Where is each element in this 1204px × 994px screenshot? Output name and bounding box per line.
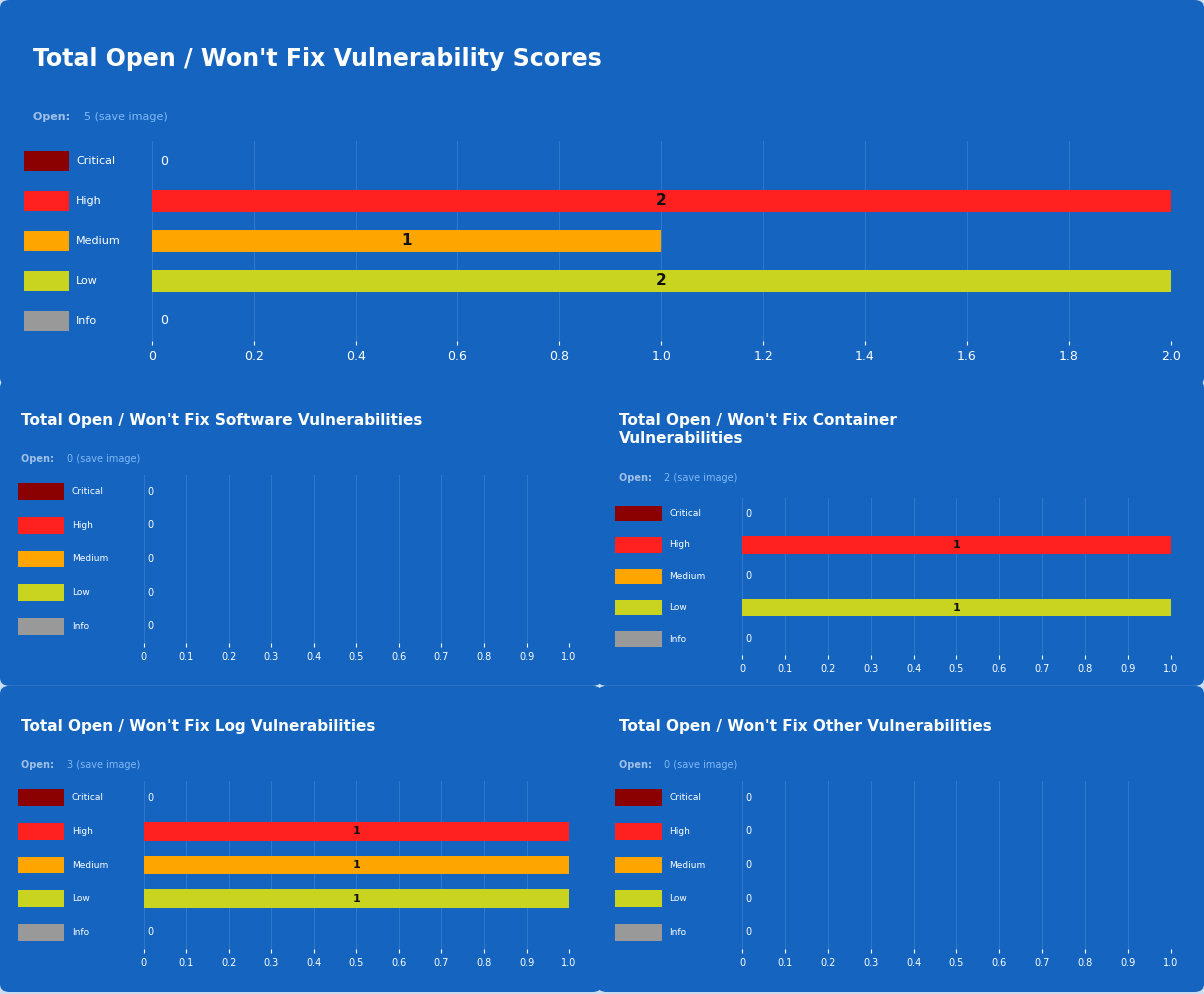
Text: Info: Info	[76, 316, 98, 326]
Text: 0 (save image): 0 (save image)	[67, 454, 141, 464]
Text: Low: Low	[669, 603, 687, 612]
Text: Total Open / Won't Fix Other Vulnerabilities: Total Open / Won't Fix Other Vulnerabili…	[619, 720, 991, 735]
Text: Open:: Open:	[619, 760, 655, 770]
Bar	[152, 190, 1170, 212]
Text: 0: 0	[745, 927, 751, 937]
Text: 0: 0	[147, 793, 153, 803]
Bar	[143, 822, 569, 841]
Text: Medium: Medium	[72, 861, 108, 870]
Text: Critical: Critical	[72, 487, 104, 496]
Text: Critical: Critical	[72, 793, 104, 802]
Bar	[143, 890, 569, 908]
Text: 0: 0	[147, 587, 153, 597]
Text: 0 (save image): 0 (save image)	[665, 760, 738, 770]
Text: Info: Info	[669, 634, 686, 643]
Text: 0: 0	[147, 554, 153, 564]
Text: 0: 0	[160, 314, 167, 327]
Text: 1: 1	[401, 234, 412, 248]
Text: 1: 1	[952, 602, 961, 612]
Text: 0: 0	[160, 154, 167, 168]
Text: 0: 0	[147, 927, 153, 937]
Text: 1: 1	[353, 826, 360, 836]
Text: 0: 0	[745, 860, 751, 870]
Text: Low: Low	[76, 276, 98, 286]
Text: Total Open / Won't Fix Software Vulnerabilities: Total Open / Won't Fix Software Vulnerab…	[22, 414, 423, 428]
Text: High: High	[76, 196, 101, 206]
Bar	[742, 537, 1170, 554]
Text: 0: 0	[147, 520, 153, 530]
Text: High: High	[669, 541, 690, 550]
Text: Medium: Medium	[76, 236, 120, 246]
Text: Open:: Open:	[22, 454, 58, 464]
Text: Total Open / Won't Fix Container
Vulnerabilities: Total Open / Won't Fix Container Vulnera…	[619, 414, 897, 445]
Text: Critical: Critical	[669, 509, 702, 518]
Bar	[152, 269, 1170, 292]
Text: Open:: Open:	[34, 112, 75, 122]
Text: 1: 1	[353, 894, 360, 904]
Text: Total Open / Won't Fix Vulnerability Scores: Total Open / Won't Fix Vulnerability Sco…	[34, 47, 602, 71]
Text: 0: 0	[147, 621, 153, 631]
Text: 0: 0	[745, 634, 751, 644]
Text: 1: 1	[952, 540, 961, 550]
Text: 2: 2	[656, 194, 667, 209]
Text: Critical: Critical	[76, 156, 116, 166]
Text: 3 (save image): 3 (save image)	[67, 760, 141, 770]
Text: 2 (save image): 2 (save image)	[665, 473, 738, 483]
Text: 0: 0	[147, 487, 153, 497]
Text: 0: 0	[745, 509, 751, 519]
Text: Medium: Medium	[72, 555, 108, 564]
Text: 0: 0	[745, 793, 751, 803]
Text: 0: 0	[745, 894, 751, 904]
Text: High: High	[72, 827, 93, 836]
Text: High: High	[669, 827, 690, 836]
Text: Low: Low	[669, 895, 687, 904]
Text: Open:: Open:	[619, 473, 655, 483]
Text: Open:: Open:	[22, 760, 58, 770]
Bar	[152, 230, 661, 251]
Text: Low: Low	[72, 895, 89, 904]
Text: Medium: Medium	[669, 861, 706, 870]
Text: 2: 2	[656, 273, 667, 288]
Bar	[143, 856, 569, 875]
Text: Medium: Medium	[669, 572, 706, 580]
Text: Total Open / Won't Fix Log Vulnerabilities: Total Open / Won't Fix Log Vulnerabiliti…	[22, 720, 376, 735]
Bar	[742, 599, 1170, 616]
Text: 1: 1	[353, 860, 360, 870]
Text: Critical: Critical	[669, 793, 702, 802]
Text: High: High	[72, 521, 93, 530]
Text: 5 (save image): 5 (save image)	[84, 112, 167, 122]
Text: 0: 0	[745, 826, 751, 836]
Text: Info: Info	[669, 927, 686, 937]
Text: Low: Low	[72, 588, 89, 597]
Text: 0: 0	[745, 572, 751, 581]
Text: Info: Info	[72, 621, 89, 631]
Text: Info: Info	[72, 927, 89, 937]
